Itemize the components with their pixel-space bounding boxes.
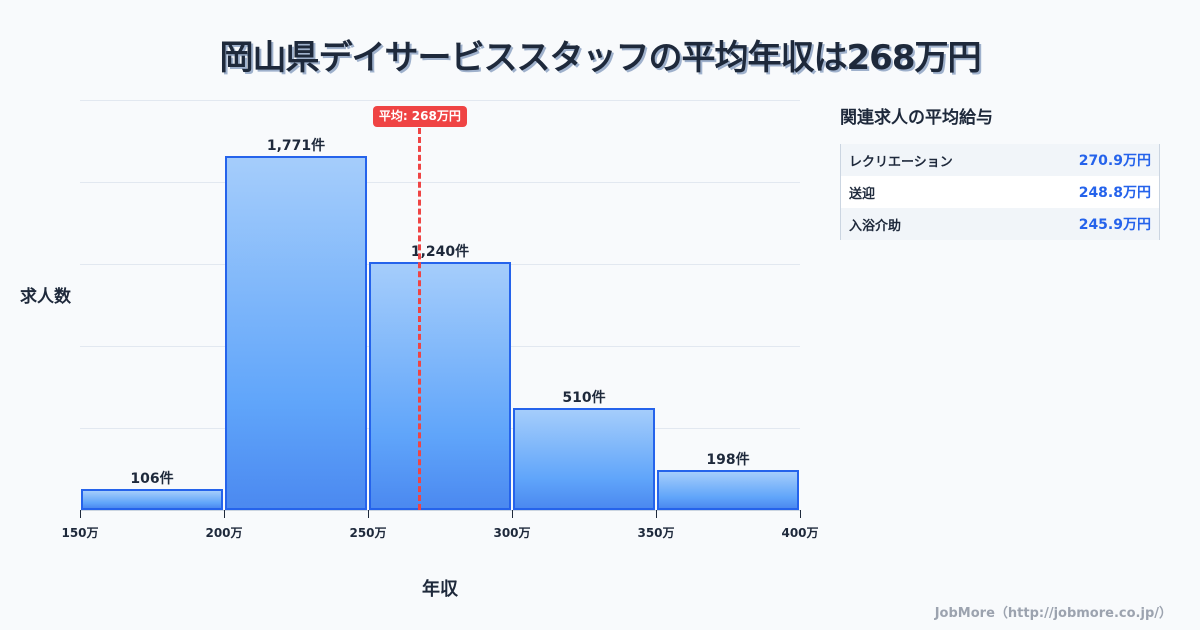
gridline — [80, 100, 800, 101]
average-salary-value: 248.8万円 — [1078, 185, 1151, 201]
related-salary-panel: 関連求人の平均給与 レクリエーション 270.9万円 送迎 248.8万円 入浴… — [840, 103, 1160, 240]
average-salary-value: 245.9万円 — [1078, 217, 1151, 233]
y-axis-label: 求人数 — [20, 287, 71, 307]
mean-badge: 平均: 268万円 — [372, 106, 467, 127]
salary-row: 入浴介助 245.9万円 — [841, 208, 1159, 240]
x-axis-tick — [800, 510, 801, 518]
job-category-name: 入浴介助 — [849, 218, 902, 234]
bar-value-label: 1,240件 — [410, 244, 470, 260]
job-category-name: 送迎 — [849, 186, 876, 202]
bar-value-label: 198件 — [706, 452, 750, 469]
x-axis-tick — [368, 510, 369, 518]
bar-value-label: 106件 — [130, 470, 174, 487]
x-axis-tick — [224, 510, 225, 518]
gridline — [80, 182, 800, 183]
x-axis-tick — [512, 510, 513, 518]
x-axis-tick-label: 250万 — [349, 526, 387, 540]
mean-line — [418, 128, 422, 510]
x-axis-tick-label: 200万 — [205, 526, 243, 540]
average-salary-value: 270.9万円 — [1078, 153, 1151, 169]
x-axis-tick — [80, 510, 81, 518]
job-category-name: レクリエーション — [849, 154, 953, 170]
x-axis-line — [80, 510, 800, 511]
x-axis-tick-label: 300万 — [493, 526, 531, 540]
histogram-bar — [369, 262, 511, 510]
page-title: 岡山県デイサービススタッフの平均年収は268万円 — [219, 38, 982, 78]
related-salary-title: 関連求人の平均給与 — [840, 108, 993, 128]
x-axis-tick-label: 150万 — [61, 526, 99, 540]
bar-value-label: 1,771件 — [266, 137, 326, 154]
histogram-chart: 求人数 年収 106件 1,771件 1,240件 510件 198件 150万 200万 2… — [20, 100, 819, 600]
histogram-bar — [225, 155, 367, 510]
salary-row: 送迎 248.8万円 — [841, 176, 1159, 208]
bar-value-label: 510件 — [562, 390, 606, 406]
salary-row: レクリエーション 270.9万円 — [841, 144, 1159, 176]
x-axis-label: 年収 — [422, 579, 458, 600]
x-axis-tick-label: 400万 — [781, 526, 819, 540]
x-axis-tick — [656, 510, 657, 518]
histogram-bar — [81, 488, 223, 510]
source-credit: JobMore（http://jobmore.co.jp/） — [934, 606, 1172, 621]
histogram-bar — [513, 408, 655, 510]
x-axis-tick-label: 350万 — [637, 526, 675, 540]
histogram-bar — [657, 470, 799, 510]
related-salary-table: レクリエーション 270.9万円 送迎 248.8万円 入浴介助 245.9万円 — [840, 144, 1160, 240]
